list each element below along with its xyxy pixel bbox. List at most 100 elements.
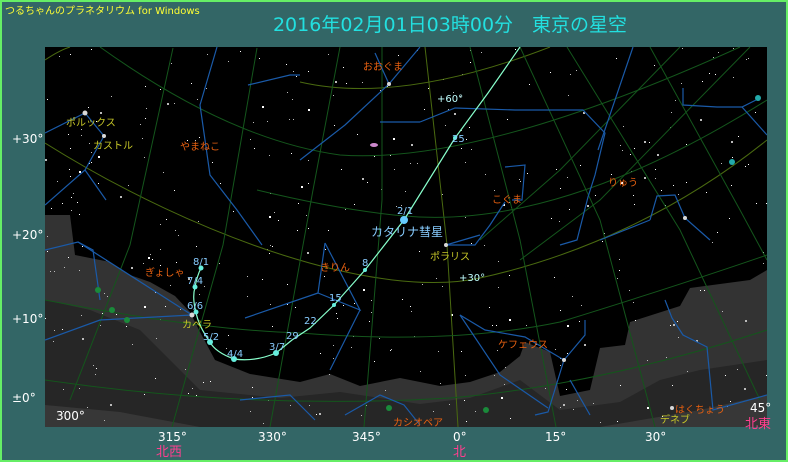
star (671, 112, 672, 113)
star (333, 95, 334, 96)
direction-northwest: 北西 (156, 445, 182, 460)
star (422, 284, 423, 285)
label-auriga: ぎょしゃ (145, 266, 185, 279)
star (160, 249, 161, 250)
star (354, 303, 355, 304)
star (176, 262, 177, 263)
star (393, 138, 395, 140)
star (96, 368, 97, 369)
star (210, 381, 211, 382)
star (649, 142, 650, 143)
star (417, 163, 418, 164)
page-title: 2016年02月01日03時00分 東京の星空 (273, 14, 627, 36)
cluster-icon (95, 287, 101, 293)
nebula-icon (729, 159, 735, 165)
star (262, 279, 263, 280)
star (150, 254, 151, 255)
star (328, 54, 329, 55)
star (527, 173, 528, 174)
star (132, 344, 133, 345)
grid-label-dec60: +60° (437, 94, 463, 105)
star (82, 246, 83, 247)
star (568, 95, 569, 96)
star-eltanin (683, 216, 687, 220)
constellation-lines (45, 47, 767, 426)
star (681, 83, 682, 84)
star (717, 232, 718, 233)
star (451, 314, 453, 316)
star (70, 54, 71, 55)
star-alderamin (562, 358, 566, 362)
star (73, 193, 74, 194)
star (144, 157, 145, 158)
star (560, 188, 561, 189)
label-capella: カペラ (182, 319, 212, 331)
star (287, 304, 288, 305)
star (369, 321, 370, 322)
cluster-icon (109, 307, 115, 313)
star (737, 369, 738, 370)
star (702, 81, 703, 82)
star (47, 99, 48, 100)
star (529, 84, 530, 85)
star (630, 154, 631, 155)
label-cygnus: はくちょう (675, 404, 725, 416)
star (207, 54, 208, 55)
star (233, 211, 234, 212)
star (53, 341, 54, 342)
star (252, 397, 253, 398)
star (309, 405, 310, 406)
star (307, 252, 309, 254)
comet-date-label: 15 (329, 293, 342, 304)
comet-date-label: 4/4 (227, 349, 243, 360)
star (629, 290, 630, 291)
star (152, 259, 153, 260)
star (633, 195, 634, 196)
comet-name: カタリナ彗星 (371, 225, 443, 239)
star (673, 324, 675, 326)
star (319, 413, 321, 415)
comet-date-label: 25 (452, 134, 465, 145)
star (635, 320, 636, 321)
star (308, 109, 310, 111)
star (730, 401, 731, 402)
star (259, 58, 260, 59)
star (733, 48, 734, 49)
star (343, 67, 344, 68)
star (621, 182, 623, 184)
star (445, 125, 446, 126)
star (449, 404, 450, 405)
star (461, 148, 462, 149)
star (160, 224, 161, 225)
comet-position-marker (363, 268, 367, 272)
star (401, 205, 402, 206)
star (483, 427, 484, 428)
star (520, 181, 521, 182)
star (270, 304, 271, 305)
star (219, 263, 220, 264)
star (471, 149, 472, 150)
cluster-icon (483, 407, 489, 413)
star (475, 411, 476, 412)
star (494, 375, 495, 376)
star (410, 163, 411, 164)
star (466, 139, 467, 140)
star (385, 390, 386, 391)
star (308, 160, 309, 161)
star (712, 242, 713, 243)
star (655, 169, 656, 170)
star (167, 103, 169, 105)
star (155, 292, 156, 293)
star (398, 55, 399, 56)
star (489, 307, 490, 308)
star (240, 51, 241, 52)
star (361, 415, 362, 416)
star (566, 389, 567, 390)
label-draco: りゅう (608, 177, 638, 189)
star (498, 261, 499, 262)
star (228, 61, 229, 62)
star (87, 407, 88, 408)
star (63, 389, 64, 390)
star (79, 388, 80, 389)
